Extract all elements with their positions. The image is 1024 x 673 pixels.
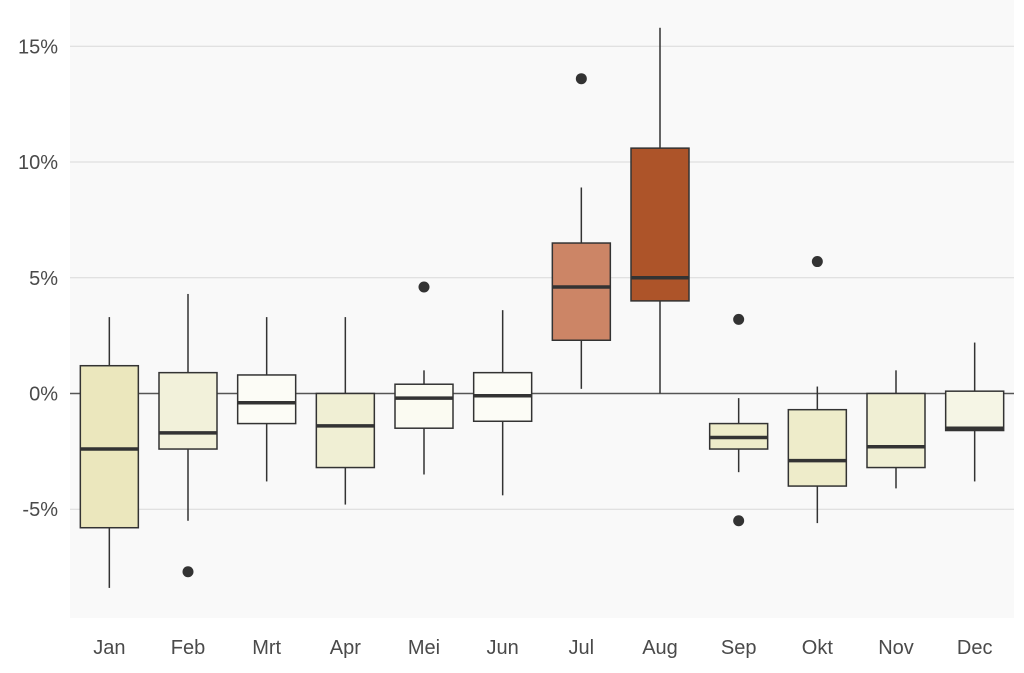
iqr-box — [551, 242, 612, 341]
y-tick-label: 15% — [18, 36, 58, 58]
x-tick-label: Jun — [487, 637, 519, 659]
y-axis: -5% 0% 5% 10% 15% — [18, 36, 58, 521]
y-tick-label: 10% — [18, 152, 58, 174]
box-jul — [551, 73, 612, 389]
x-tick-label: Apr — [330, 637, 361, 659]
outlier-point — [182, 566, 194, 578]
box-jan — [79, 317, 140, 588]
x-tick-label: Jan — [93, 637, 125, 659]
x-tick-label: Mrt — [252, 637, 281, 659]
x-tick-label: Mei — [408, 637, 440, 659]
x-tick-label: Dec — [957, 637, 993, 659]
box-sep — [708, 313, 769, 527]
outlier-point — [575, 73, 587, 85]
box-jun — [472, 310, 533, 496]
box-nov — [866, 370, 926, 489]
x-tick-label: Jul — [569, 637, 595, 659]
box-mrt — [236, 317, 297, 482]
iqr-box — [315, 392, 376, 469]
plot-background — [70, 0, 1014, 618]
iqr-box — [394, 383, 454, 429]
y-tick-label: 5% — [29, 268, 58, 290]
y-tick-label: 0% — [29, 383, 58, 405]
x-tick-label: Feb — [171, 637, 205, 659]
outlier-point — [733, 313, 745, 325]
iqr-box — [944, 390, 1005, 432]
box-dec — [944, 342, 1005, 482]
boxes — [79, 27, 1005, 588]
box-aug — [630, 27, 690, 394]
outlier-point — [418, 281, 430, 293]
outlier-point — [733, 515, 745, 527]
x-tick-label: Aug — [642, 637, 678, 659]
x-tick-label: Nov — [878, 637, 914, 659]
iqr-box — [158, 371, 218, 450]
outlier-point — [811, 256, 823, 268]
iqr-box — [79, 364, 140, 529]
iqr-box — [787, 408, 848, 487]
box-okt — [787, 256, 848, 524]
x-tick-label: Sep — [721, 637, 757, 659]
x-tick-label: Okt — [802, 637, 834, 659]
box-feb — [158, 293, 218, 578]
iqr-box — [866, 392, 926, 469]
iqr-box — [630, 147, 690, 302]
y-tick-label: -5% — [22, 499, 58, 521]
gridlines — [70, 45, 1014, 510]
box-apr — [315, 317, 376, 505]
box-mei — [394, 281, 454, 475]
x-axis: Jan Feb Mrt Apr Mei Jun Jul Aug Sep Okt Nov Dec — [93, 637, 992, 659]
iqr-box — [236, 374, 297, 425]
